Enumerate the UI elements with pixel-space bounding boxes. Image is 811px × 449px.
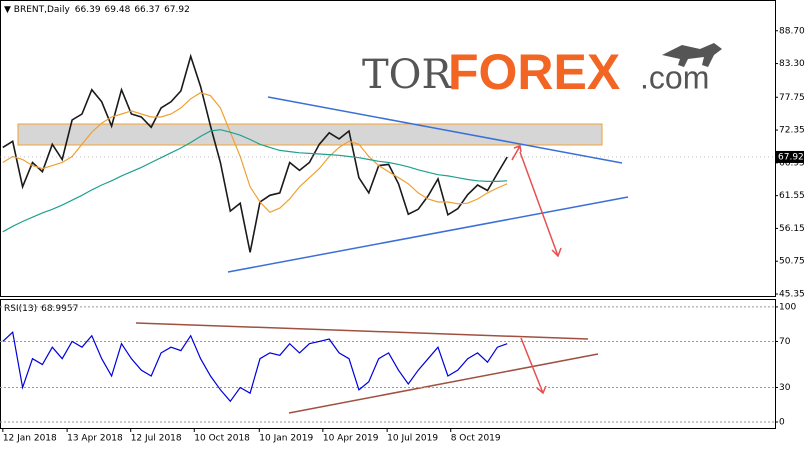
rsi-title: RSI(13)	[4, 304, 37, 314]
series-line	[2, 92, 508, 214]
y-tick-label: 83.30	[779, 59, 805, 69]
arrow	[519, 151, 562, 258]
y-tick-label: 0	[779, 418, 785, 428]
logo-part: FOREX	[448, 44, 620, 100]
trend-line	[267, 96, 623, 164]
annotations	[135, 96, 629, 414]
x-tick-label: 10 Jul 2019	[387, 434, 438, 444]
price-header: ▼ BRENT,Daily 66.39 69.48 66.37 67.92	[4, 5, 190, 15]
y-tick-label: 77.75	[779, 93, 805, 103]
resistance-zone	[17, 123, 603, 146]
y-tick-label: 50.75	[779, 257, 805, 267]
series-line	[2, 331, 508, 403]
last-price-box	[775, 150, 804, 163]
close: 67.92	[164, 5, 190, 15]
open: 66.39	[75, 5, 101, 15]
y-tick-label: 70	[779, 337, 791, 347]
y-tick-label: 100	[779, 302, 796, 312]
y-tick-label: 61.55	[779, 191, 805, 201]
last-price-label: 67.92	[778, 152, 804, 162]
x-tick-label: 13 Apr 2018	[67, 434, 123, 444]
series-line	[2, 53, 508, 253]
rsi-panel	[0, 299, 776, 429]
y-tick-label: 66.95	[779, 158, 805, 168]
low: 66.37	[134, 5, 160, 15]
trend-line	[288, 353, 599, 414]
rsi-value: 68.9957	[41, 304, 78, 314]
x-tick-label: 12 Jul 2018	[131, 434, 182, 444]
symbol: BRENT,Daily	[14, 5, 71, 15]
logo: TOR FOREX .com	[362, 43, 722, 100]
trend-line	[227, 196, 629, 273]
x-tick-label: 10 Jan 2019	[259, 434, 313, 444]
y-tick-label: 56.15	[779, 224, 805, 234]
x-tick-label: 10 Apr 2019	[323, 434, 379, 444]
arrow	[520, 337, 547, 395]
x-tick-label: 12 Jan 2018	[3, 434, 57, 444]
series-line	[2, 129, 508, 233]
logo-part: .com	[640, 59, 709, 95]
logo-bull	[662, 43, 722, 67]
rsi-header: RSI(13) 68.9957	[4, 304, 78, 314]
y-tick-label: 88.70	[779, 26, 805, 36]
arrow	[511, 145, 522, 161]
price-panel	[0, 0, 776, 297]
y-tick-label: 30	[779, 383, 791, 393]
x-tick-label: 8 Oct 2019	[451, 434, 501, 444]
y-tick-label: 72.35	[779, 126, 805, 136]
triangle: ▼	[4, 5, 14, 15]
x-tick-label: 10 Oct 2018	[194, 434, 250, 444]
high: 69.48	[105, 5, 131, 15]
logo-part: TOR	[362, 52, 453, 98]
trend-line	[135, 322, 589, 340]
y-tick-label: 45.35	[779, 290, 805, 300]
